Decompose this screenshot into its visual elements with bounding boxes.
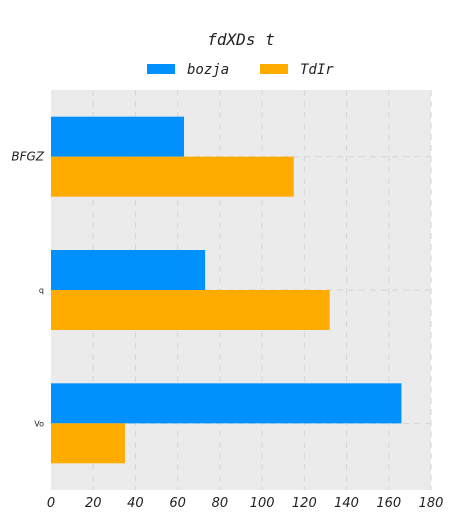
x-tick-label: 120 — [292, 496, 317, 511]
bar-TdIr-Vo — [51, 423, 125, 464]
x-tick-label: 20 — [85, 496, 102, 511]
x-tick-label: 160 — [376, 496, 401, 511]
y-tick-label: q — [39, 286, 44, 295]
x-tick-label: 180 — [419, 496, 444, 511]
bar-bozja-BFGZ — [51, 116, 184, 157]
chart-title: fdXDs t — [207, 30, 274, 49]
y-tick-label: BFGZ — [11, 150, 44, 164]
x-axis-labels: 0 20 40 60 80 100 120 140 160 180 — [47, 496, 444, 511]
x-tick-label: 140 — [334, 496, 359, 511]
legend-label-bozja: bozja — [187, 62, 229, 78]
x-tick-label: 0 — [47, 496, 55, 511]
bar-bozja-Vo — [51, 383, 402, 424]
bars — [51, 116, 402, 464]
legend: bozja TdIr — [147, 62, 334, 78]
legend-label-TdIr: TdIr — [300, 62, 334, 78]
legend-swatch-TdIr — [260, 64, 288, 74]
bar-TdIr-BFGZ — [51, 156, 294, 197]
y-axis-labels: BFGZ q Vo — [11, 150, 44, 429]
x-tick-label: 80 — [212, 496, 229, 511]
bar-bozja-q — [51, 250, 206, 290]
y-tick-label: Vo — [34, 419, 44, 428]
legend-swatch-bozja — [147, 64, 175, 74]
x-tick-label: 100 — [250, 496, 275, 511]
x-tick-label: 60 — [169, 496, 186, 511]
bar-TdIr-q — [51, 290, 330, 330]
x-tick-label: 40 — [127, 496, 144, 511]
